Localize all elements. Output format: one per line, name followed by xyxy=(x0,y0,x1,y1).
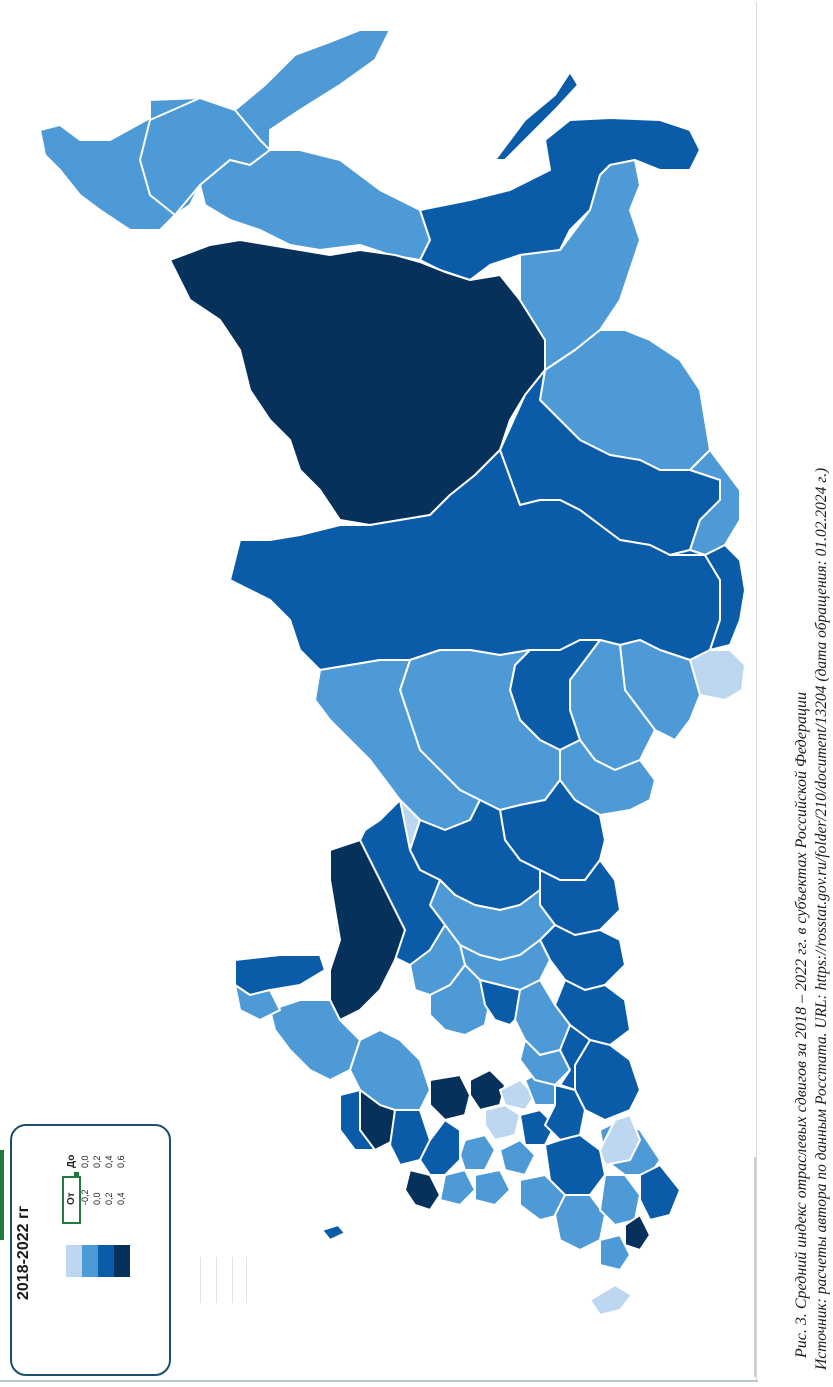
legend-empty-row-2 xyxy=(216,1257,217,1303)
region-stavropol[interactable] xyxy=(599,1174,641,1226)
region-tver[interactable] xyxy=(419,1119,461,1176)
legend-from-2: 0,0 xyxy=(92,1192,102,1205)
legend-to-3: 0,4 xyxy=(104,1155,114,1168)
frame-bottom-rule xyxy=(0,1380,758,1382)
region-krasnodar[interactable] xyxy=(554,1194,606,1251)
map-frame xyxy=(4,2,757,1382)
region-kursk[interactable] xyxy=(474,1169,511,1206)
region-nenets[interactable] xyxy=(234,954,326,996)
region-bryansk[interactable] xyxy=(439,1169,476,1206)
region-chechnya[interactable] xyxy=(624,1214,651,1251)
region-sakhalin[interactable] xyxy=(494,71,579,161)
region-tula[interactable] xyxy=(484,1104,521,1141)
region-kaluga[interactable] xyxy=(469,1069,506,1111)
region-yakutia[interactable] xyxy=(169,239,546,526)
region-chelyabinsk[interactable] xyxy=(539,924,626,991)
legend-to-header: До xyxy=(66,1154,77,1168)
region-kalmykia[interactable] xyxy=(599,1114,641,1166)
region-ryazan[interactable] xyxy=(499,1079,536,1111)
selection-marker xyxy=(0,1150,4,1240)
region-kaliningrad[interactable] xyxy=(321,1224,346,1241)
legend-from-3: 0,2 xyxy=(104,1192,114,1205)
from-header-handle xyxy=(74,1172,79,1177)
region-crimea[interactable] xyxy=(589,1284,633,1316)
region-orel[interactable] xyxy=(459,1134,496,1171)
legend-from-1: -0,2 xyxy=(80,1189,90,1205)
legend-empty-row-3 xyxy=(232,1257,233,1303)
figure-source: Источник: расчеты автора по данным Росст… xyxy=(813,467,830,1370)
legend-from-header: От xyxy=(66,1192,77,1205)
region-taimyr-bay[interactable] xyxy=(234,984,281,1021)
legend-empty-row-1 xyxy=(200,1257,201,1303)
legend-to-4: 0,6 xyxy=(116,1155,126,1168)
legend-swatch-4 xyxy=(114,1245,130,1277)
region-krasnoyarsk-east[interactable] xyxy=(669,544,746,651)
region-arkhangelsk[interactable] xyxy=(329,839,406,1021)
legend-swatch-2 xyxy=(82,1245,98,1277)
region-moscow[interactable] xyxy=(429,1074,471,1121)
region-north-caucasus[interactable] xyxy=(599,1234,631,1271)
region-belgorod[interactable] xyxy=(499,1139,536,1176)
legend-title: 2018-2022 гг xyxy=(15,1205,32,1300)
region-smolensk[interactable] xyxy=(404,1169,441,1211)
from-header-highlight xyxy=(62,1176,81,1224)
region-kirov[interactable] xyxy=(429,964,491,1036)
legend-swatch-3 xyxy=(98,1245,114,1277)
legend-swatch-1 xyxy=(66,1245,82,1277)
legend-to-2: 0,2 xyxy=(92,1155,102,1168)
region-tyva[interactable] xyxy=(689,649,746,701)
legend-empty-row-4 xyxy=(246,1257,247,1303)
figure-caption: Рис. 3. Средний индекс отраслевых сдвиго… xyxy=(793,692,810,1358)
region-penza[interactable] xyxy=(519,1039,571,1086)
legend-from-4: 0,4 xyxy=(116,1192,126,1205)
choropleth-map xyxy=(39,29,746,1316)
region-voronezh[interactable] xyxy=(519,1109,556,1146)
region-dagestan[interactable] xyxy=(639,1164,681,1221)
legend-to-1: 0,0 xyxy=(80,1155,90,1168)
frame-right-tick xyxy=(754,1157,756,1377)
region-kamchatka[interactable] xyxy=(199,149,431,261)
region-samara[interactable] xyxy=(559,1024,591,1091)
region-amur-east[interactable] xyxy=(519,159,641,371)
